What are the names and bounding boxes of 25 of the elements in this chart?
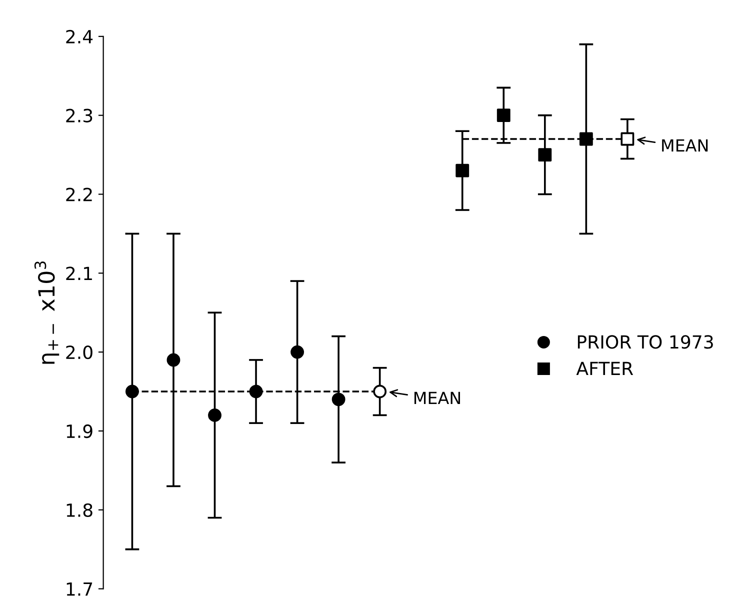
point (125, 384, 139, 398)
y-tick-label: 2.0 (66, 346, 92, 360)
y-tick-label: 1.8 (66, 503, 92, 517)
point (579, 132, 593, 146)
y-tick-label: 1.9 (66, 424, 92, 438)
annotation: MEAN (414, 392, 460, 404)
legend-label: PRIOR TO 1973 (578, 335, 713, 349)
y-tick-label: 2.3 (66, 108, 92, 122)
y-tick-label: 2.4 (66, 30, 93, 44)
y-tick-label: 2.1 (66, 266, 92, 280)
point (166, 353, 180, 367)
point (456, 164, 470, 178)
point (290, 345, 304, 359)
y-axis-title: η$_{+−}$ x10$^{3}$ (34, 261, 60, 364)
point (538, 148, 552, 162)
legend-label: AFTER (576, 362, 634, 376)
point (249, 384, 263, 398)
y-tick-label: 2.2 (66, 188, 92, 202)
point (496, 108, 510, 122)
point (620, 132, 634, 146)
text: MEAN (662, 139, 708, 152)
point (373, 384, 387, 398)
point (208, 408, 222, 422)
point (332, 392, 346, 406)
y-tick-label: 1.7 (66, 582, 92, 596)
